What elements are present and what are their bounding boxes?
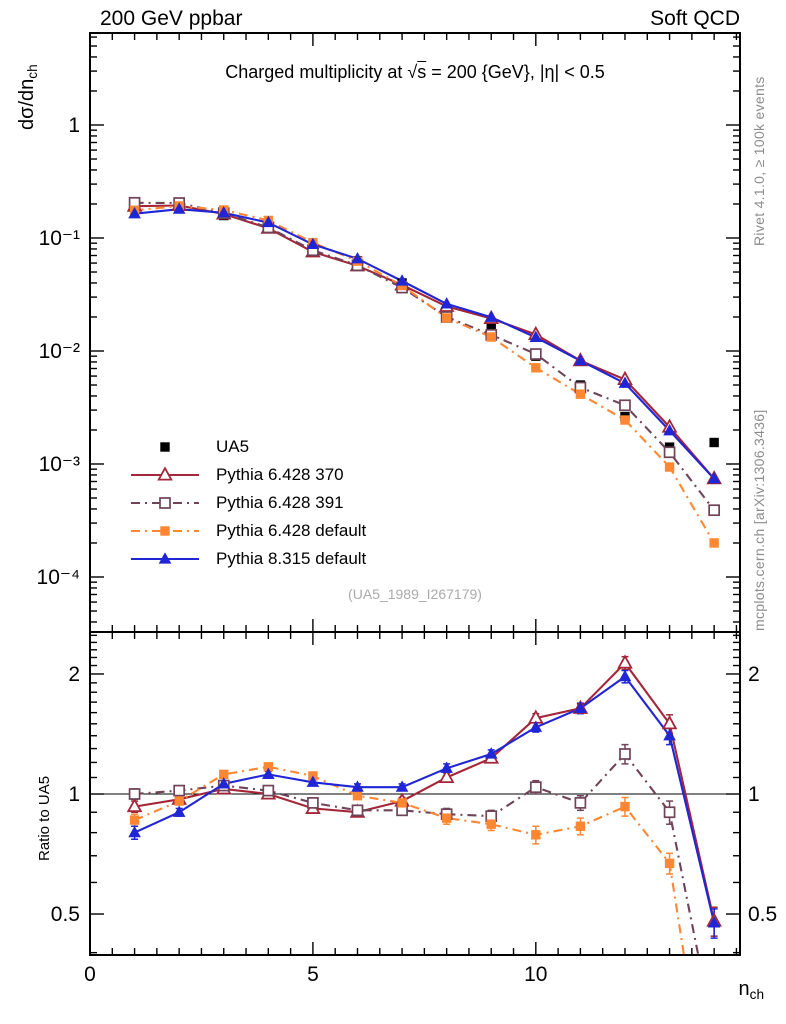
- legend-row-pythia6-370: Pythia 6.428 370: [127, 461, 366, 489]
- svg-text:10⁻⁴: 10⁻⁴: [37, 566, 80, 589]
- legend-row-pythia6-default: Pythia 6.428 default: [127, 517, 366, 545]
- legend-label: Pythia 6.428 391: [216, 493, 344, 512]
- x-axis-label: nch: [738, 978, 764, 1002]
- header-beam-energy: 200 GeV ppbar: [100, 7, 243, 30]
- legend-marker-pythia8-default: [131, 552, 199, 564]
- mcplots-credit: mcplots.cern.ch [arXiv:1306.3436]: [751, 409, 767, 631]
- svg-text:0.5: 0.5: [51, 903, 80, 926]
- svg-text:10⁻¹: 10⁻¹: [39, 227, 80, 250]
- svg-text:1: 1: [748, 783, 760, 806]
- legend-row-pythia6-391: Pythia 6.428 391: [127, 489, 366, 517]
- y-axis-label-main: dσ/dnch: [16, 64, 40, 130]
- legend-marker-pythia6-391: [131, 497, 199, 509]
- plot-title: Charged multiplicity at √s = 200 {GeV}, …: [225, 62, 605, 82]
- legend-marker-ua5: [160, 442, 170, 452]
- svg-text:5: 5: [307, 963, 319, 986]
- legend-marker-pythia6-default: [131, 526, 199, 536]
- legend-label: UA5: [216, 437, 250, 456]
- analysis-id-watermark: (UA5_1989_I267179): [348, 586, 482, 602]
- ratio-panel-series: [126, 654, 722, 955]
- svg-text:1: 1: [68, 114, 80, 137]
- legend-marker-pythia6-370: [131, 466, 199, 481]
- svg-text:10⁻²: 10⁻²: [39, 340, 80, 363]
- legend-row-pythia8-default: Pythia 8.315 default: [127, 545, 366, 573]
- axis-ticks: [89, 33, 740, 955]
- svg-text:0: 0: [84, 963, 96, 986]
- svg-text:10: 10: [524, 963, 547, 986]
- svg-text:10⁻³: 10⁻³: [39, 453, 80, 476]
- main-panel-markers: [126, 196, 722, 548]
- main-panel-series: [134, 201, 716, 544]
- header-process-group: Soft QCD: [650, 7, 740, 30]
- legend-label: Pythia 8.315 default: [216, 549, 367, 568]
- svg-text:2: 2: [68, 663, 80, 686]
- legend-label: Pythia 6.428 default: [216, 521, 367, 540]
- svg-text:2: 2: [748, 663, 760, 686]
- legend: UA5 Pythia 6.428 370 Pythia 6.428 391 Py…: [127, 433, 366, 573]
- legend-label: Pythia 6.428 370: [216, 465, 344, 484]
- svg-text:0.5: 0.5: [748, 903, 777, 926]
- svg-text:1: 1: [68, 783, 80, 806]
- rivet-version-credit: Rivet 4.1.0, ≥ 100k events: [751, 76, 767, 246]
- y-axis-label-ratio: Ratio to UA5: [36, 775, 53, 861]
- legend-row-ua5: UA5: [127, 433, 366, 461]
